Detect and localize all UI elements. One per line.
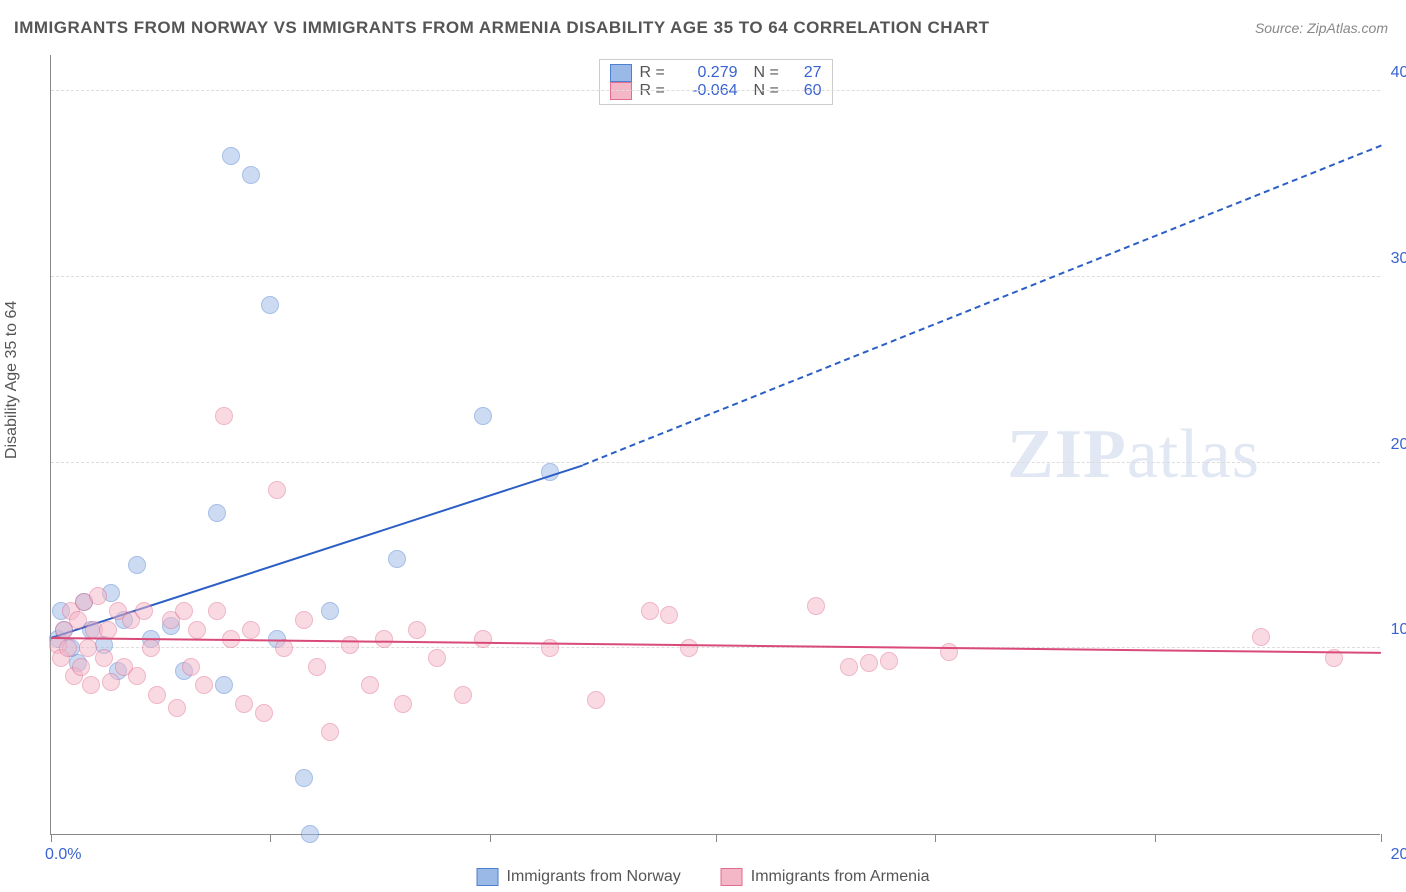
data-point bbox=[208, 602, 226, 620]
data-point bbox=[215, 407, 233, 425]
data-point bbox=[268, 481, 286, 499]
x-tick bbox=[1155, 834, 1156, 842]
y-tick-label: 40.0% bbox=[1391, 64, 1406, 82]
data-point bbox=[454, 686, 472, 704]
data-point bbox=[321, 602, 339, 620]
data-point bbox=[82, 676, 100, 694]
grid-line bbox=[51, 276, 1380, 277]
data-point bbox=[321, 723, 339, 741]
data-point bbox=[72, 658, 90, 676]
y-tick-label: 30.0% bbox=[1391, 250, 1406, 268]
data-point bbox=[79, 639, 97, 657]
data-point bbox=[275, 639, 293, 657]
n-value: 27 bbox=[792, 64, 822, 82]
data-point bbox=[474, 630, 492, 648]
data-point bbox=[408, 621, 426, 639]
trend-line bbox=[51, 637, 1381, 654]
x-tick bbox=[935, 834, 936, 842]
data-point bbox=[807, 597, 825, 615]
data-point bbox=[840, 658, 858, 676]
data-point bbox=[1252, 628, 1270, 646]
y-tick-label: 10.0% bbox=[1391, 621, 1406, 639]
data-point bbox=[242, 621, 260, 639]
data-point bbox=[222, 147, 240, 165]
source-label: Source: ZipAtlas.com bbox=[1255, 20, 1388, 36]
y-tick-label: 20.0% bbox=[1391, 436, 1406, 454]
data-point bbox=[295, 611, 313, 629]
data-point bbox=[128, 667, 146, 685]
x-tick bbox=[490, 834, 491, 842]
data-point bbox=[641, 602, 659, 620]
data-point bbox=[242, 166, 260, 184]
data-point bbox=[215, 676, 233, 694]
x-tick bbox=[1381, 834, 1382, 842]
data-point bbox=[388, 550, 406, 568]
data-point bbox=[660, 606, 678, 624]
data-point bbox=[188, 621, 206, 639]
data-point bbox=[255, 704, 273, 722]
data-point bbox=[428, 649, 446, 667]
data-point bbox=[89, 587, 107, 605]
legend-swatch bbox=[477, 868, 499, 886]
data-point bbox=[182, 658, 200, 676]
chart-title: IMMIGRANTS FROM NORWAY VS IMMIGRANTS FRO… bbox=[14, 18, 990, 38]
plot-area: R =0.279N =27R =-0.064N =60 ZIPatlas 0.0… bbox=[50, 55, 1380, 835]
data-point bbox=[208, 504, 226, 522]
data-point bbox=[261, 296, 279, 314]
data-point bbox=[195, 676, 213, 694]
grid-line bbox=[51, 647, 1380, 648]
data-point bbox=[394, 695, 412, 713]
data-point bbox=[680, 639, 698, 657]
x-tick bbox=[716, 834, 717, 842]
data-point bbox=[474, 407, 492, 425]
grid-line bbox=[51, 462, 1380, 463]
x-tick bbox=[270, 834, 271, 842]
data-point bbox=[860, 654, 878, 672]
data-point bbox=[95, 649, 113, 667]
correlation-legend: R =0.279N =27R =-0.064N =60 bbox=[599, 59, 833, 105]
data-point bbox=[142, 639, 160, 657]
legend-row: R = 0.279 N = 27 bbox=[610, 64, 822, 82]
data-point bbox=[168, 699, 186, 717]
data-point bbox=[587, 691, 605, 709]
x-tick bbox=[51, 834, 52, 842]
x-axis-max-label: 20.0% bbox=[1391, 846, 1406, 864]
trend-line bbox=[583, 145, 1382, 466]
x-axis-min-label: 0.0% bbox=[45, 846, 81, 864]
legend-swatch bbox=[610, 64, 632, 82]
n-label: N = bbox=[754, 64, 784, 82]
watermark: ZIPatlas bbox=[1007, 415, 1260, 495]
data-point bbox=[135, 602, 153, 620]
legend-item: Immigrants from Norway bbox=[477, 868, 681, 886]
data-point bbox=[940, 643, 958, 661]
r-value: 0.279 bbox=[678, 64, 738, 82]
data-point bbox=[59, 639, 77, 657]
data-point bbox=[880, 652, 898, 670]
data-point bbox=[341, 636, 359, 654]
legend-item: Immigrants from Armenia bbox=[721, 868, 930, 886]
data-point bbox=[69, 611, 87, 629]
data-point bbox=[175, 602, 193, 620]
data-point bbox=[308, 658, 326, 676]
y-axis-label: Disability Age 35 to 64 bbox=[3, 301, 21, 459]
data-point bbox=[235, 695, 253, 713]
data-point bbox=[295, 769, 313, 787]
legend-label: Immigrants from Armenia bbox=[751, 868, 930, 886]
legend-label: Immigrants from Norway bbox=[507, 868, 681, 886]
data-point bbox=[361, 676, 379, 694]
legend-swatch bbox=[721, 868, 743, 886]
data-point bbox=[301, 825, 319, 843]
data-point bbox=[99, 621, 117, 639]
data-point bbox=[375, 630, 393, 648]
r-label: R = bbox=[640, 64, 670, 82]
data-point bbox=[148, 686, 166, 704]
data-point bbox=[102, 673, 120, 691]
series-legend: Immigrants from Norway Immigrants from Ar… bbox=[477, 868, 930, 886]
data-point bbox=[128, 556, 146, 574]
grid-line bbox=[51, 90, 1380, 91]
